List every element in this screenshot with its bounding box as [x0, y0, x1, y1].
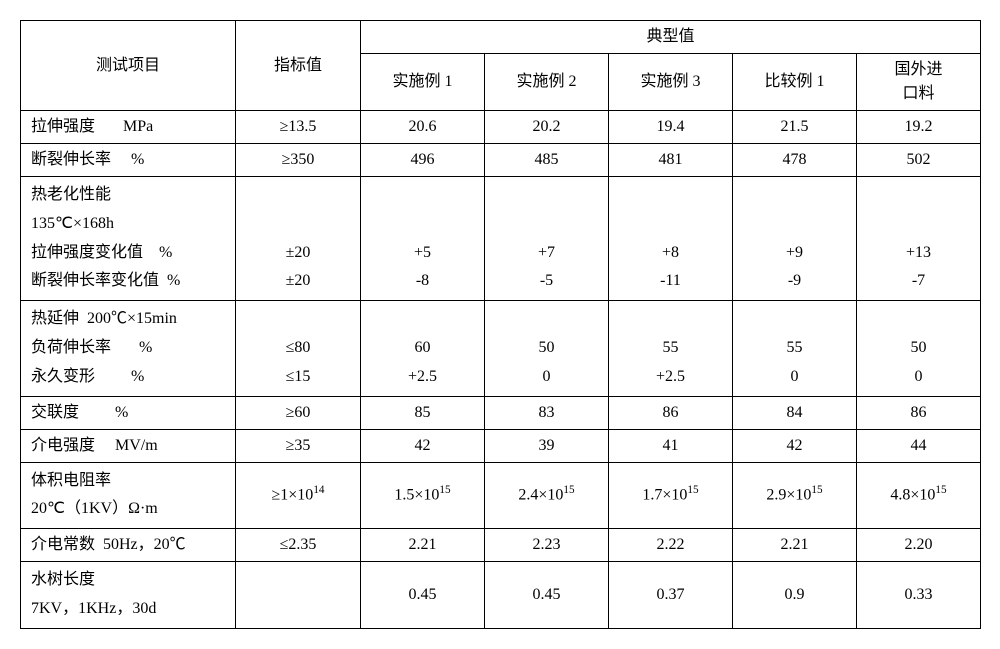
row-value: 2.23	[485, 529, 609, 562]
row-value: 42	[361, 429, 485, 462]
row-index-value: ≥1×1014	[236, 462, 361, 529]
row-value: 550	[733, 301, 857, 396]
table-row: 介电常数 50Hz，20℃≤2.352.212.232.222.212.20	[21, 529, 981, 562]
row-index-value	[236, 562, 361, 629]
row-value: 20.6	[361, 111, 485, 144]
row-value: 55+2.5	[609, 301, 733, 396]
row-value: +8-11	[609, 177, 733, 301]
header-col-4: 国外进口料	[857, 54, 981, 111]
row-value: 44	[857, 429, 981, 462]
table-row: 热延伸 200℃×15min负荷伸长率 %永久变形 %≤80≤1560+2.55…	[21, 301, 981, 396]
row-index-value: ±20±20	[236, 177, 361, 301]
row-label: 水树长度7KV，1KHz，30d	[21, 562, 236, 629]
table-body: 拉伸强度 MPa≥13.520.620.219.421.519.2断裂伸长率 %…	[21, 111, 981, 629]
row-value: +7-5	[485, 177, 609, 301]
row-value: 19.2	[857, 111, 981, 144]
header-col-2: 实施例 3	[609, 54, 733, 111]
header-col-3: 比较例 1	[733, 54, 857, 111]
row-value: +5-8	[361, 177, 485, 301]
row-value: 2.9×1015	[733, 462, 857, 529]
data-table: 测试项目 指标值 典型值 实施例 1 实施例 2 实施例 3 比较例 1 国外进…	[20, 20, 981, 629]
row-value: 481	[609, 144, 733, 177]
row-value: 502	[857, 144, 981, 177]
table-row: 拉伸强度 MPa≥13.520.620.219.421.519.2	[21, 111, 981, 144]
row-value: 83	[485, 396, 609, 429]
table-row: 断裂伸长率 %≥350496485481478502	[21, 144, 981, 177]
row-label: 介电强度 MV/m	[21, 429, 236, 462]
row-value: 21.5	[733, 111, 857, 144]
row-label: 体积电阻率20℃（1KV）Ω·m	[21, 462, 236, 529]
row-label: 拉伸强度 MPa	[21, 111, 236, 144]
row-value: 0.45	[361, 562, 485, 629]
row-value: 2.4×1015	[485, 462, 609, 529]
header-col-1: 实施例 2	[485, 54, 609, 111]
row-value: 39	[485, 429, 609, 462]
row-value: 2.20	[857, 529, 981, 562]
table-header: 测试项目 指标值 典型值 实施例 1 实施例 2 实施例 3 比较例 1 国外进…	[21, 21, 981, 111]
row-label: 交联度 %	[21, 396, 236, 429]
row-label: 介电常数 50Hz，20℃	[21, 529, 236, 562]
row-value: 2.21	[733, 529, 857, 562]
row-index-value: ≤80≤15	[236, 301, 361, 396]
row-value: 1.7×1015	[609, 462, 733, 529]
row-value: 60+2.5	[361, 301, 485, 396]
row-value: 2.22	[609, 529, 733, 562]
row-value: 0.45	[485, 562, 609, 629]
table-row: 热老化性能135℃×168h拉伸强度变化值 %断裂伸长率变化值 %±20±20+…	[21, 177, 981, 301]
row-label: 热延伸 200℃×15min负荷伸长率 %永久变形 %	[21, 301, 236, 396]
row-label: 断裂伸长率 %	[21, 144, 236, 177]
row-value: 84	[733, 396, 857, 429]
row-value: 86	[609, 396, 733, 429]
header-test-item: 测试项目	[21, 21, 236, 111]
header-col-0: 实施例 1	[361, 54, 485, 111]
row-value: 496	[361, 144, 485, 177]
row-value: +13-7	[857, 177, 981, 301]
row-value: 42	[733, 429, 857, 462]
row-value: 485	[485, 144, 609, 177]
table-row: 介电强度 MV/m≥354239414244	[21, 429, 981, 462]
row-value: 0.9	[733, 562, 857, 629]
row-value: 2.21	[361, 529, 485, 562]
table-row: 体积电阻率20℃（1KV）Ω·m≥1×10141.5×10152.4×10151…	[21, 462, 981, 529]
row-index-value: ≥13.5	[236, 111, 361, 144]
header-index-value: 指标值	[236, 21, 361, 111]
row-label: 热老化性能135℃×168h拉伸强度变化值 %断裂伸长率变化值 %	[21, 177, 236, 301]
row-value: 85	[361, 396, 485, 429]
table-row: 水树长度7KV，1KHz，30d0.450.450.370.90.33	[21, 562, 981, 629]
row-value: 20.2	[485, 111, 609, 144]
row-value: 500	[485, 301, 609, 396]
row-value: +9-9	[733, 177, 857, 301]
row-value: 4.8×1015	[857, 462, 981, 529]
row-value: 0.33	[857, 562, 981, 629]
row-index-value: ≥60	[236, 396, 361, 429]
row-value: 19.4	[609, 111, 733, 144]
row-index-value: ≥350	[236, 144, 361, 177]
row-value: 1.5×1015	[361, 462, 485, 529]
row-value: 500	[857, 301, 981, 396]
table-row: 交联度 %≥608583868486	[21, 396, 981, 429]
row-index-value: ≥35	[236, 429, 361, 462]
row-value: 41	[609, 429, 733, 462]
row-index-value: ≤2.35	[236, 529, 361, 562]
row-value: 478	[733, 144, 857, 177]
row-value: 86	[857, 396, 981, 429]
header-typical-value: 典型值	[361, 21, 981, 54]
row-value: 0.37	[609, 562, 733, 629]
